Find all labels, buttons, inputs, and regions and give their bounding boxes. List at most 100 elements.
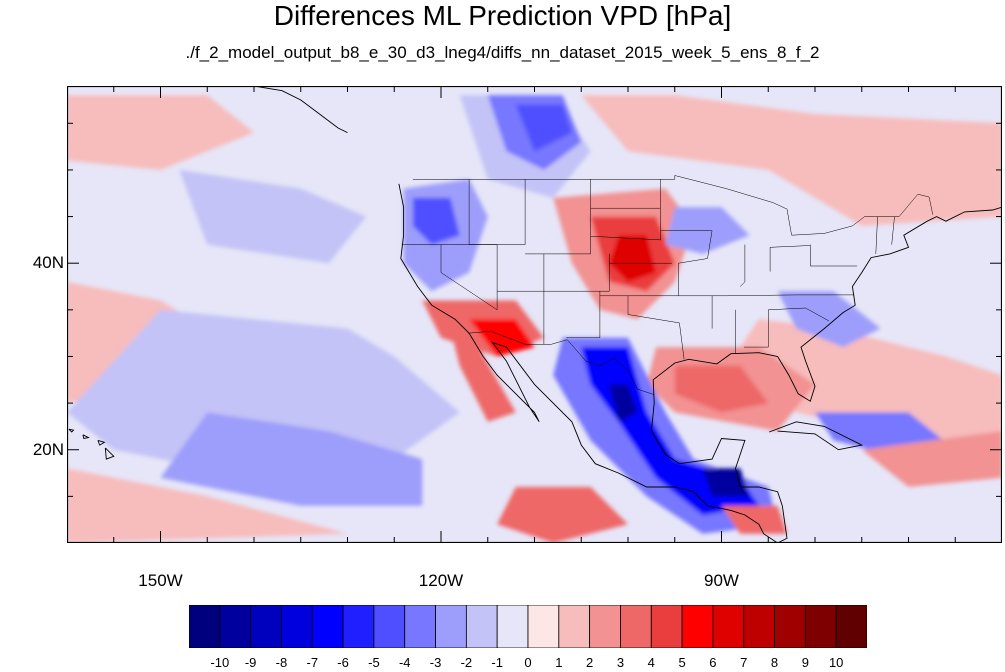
colorbar-swatch: [311, 604, 344, 649]
colorbar-tick-label: 6: [709, 655, 717, 670]
vpd-field-region: [581, 95, 1002, 226]
political-boundary: [810, 244, 858, 267]
lon-label: 120W: [418, 571, 464, 590]
coastline-fragment: [104, 447, 115, 460]
political-boundary: [678, 294, 855, 297]
coastline: [398, 183, 1002, 543]
colorbar-tick-label: 7: [740, 655, 748, 670]
vpd-field-region: [674, 365, 769, 413]
lat-label: 40N: [32, 253, 64, 273]
colorbar-tick-label: 3: [616, 655, 625, 670]
vpd-field-region: [450, 328, 516, 422]
colorbar-tick-label: 9: [801, 655, 809, 670]
colorbar-tick-label: 2: [586, 655, 594, 670]
vpd-field-region: [412, 197, 460, 245]
vpd-field-region: [67, 468, 348, 543]
colorbar-tick-label: -5: [368, 655, 380, 670]
colorbar-tick-label: -3: [429, 655, 442, 670]
colorbar-tick-label: -8: [275, 655, 288, 670]
state-boundaries-layer: [401, 175, 934, 395]
colorbar-swatch: [712, 604, 745, 649]
colorbar-tick-label: -6: [337, 655, 349, 670]
vpd-field-region: [861, 431, 1002, 487]
colorbar-swatch: [373, 604, 406, 649]
coastline-fragment: [253, 86, 348, 134]
political-boundary: [740, 244, 746, 287]
colorbar-swatch: [219, 604, 252, 649]
political-boundary: [412, 175, 934, 236]
coastline-fragment: [68, 428, 75, 433]
colorbar-swatch: [281, 604, 313, 649]
colorbar-tick-label: -2: [460, 655, 473, 670]
colorbar-tick-label: -1: [491, 655, 503, 670]
colorbar-swatch: [435, 604, 467, 649]
coastline-layer: [68, 86, 1002, 543]
vpd-field-region: [67, 309, 460, 478]
lon-label: 90W: [704, 571, 739, 590]
colorbar-tick-label: 10: [828, 655, 844, 670]
colorbar-swatch: [681, 604, 714, 649]
political-boundary: [497, 253, 610, 292]
colorbar-swatch: [589, 604, 621, 649]
vpd-field-region: [609, 235, 656, 282]
colorbar-tick-label: 1: [555, 655, 563, 670]
colorbar-tick-label: -9: [244, 655, 257, 670]
colorbar-swatch: [465, 604, 498, 649]
vpd-field-region: [469, 319, 535, 357]
political-boundary: [660, 230, 713, 296]
vpd-difference-map: [67, 86, 1002, 543]
colorbar-swatch: [650, 604, 683, 649]
colorbar-swatch: [835, 604, 868, 649]
colorbar-tick-label: 5: [678, 655, 686, 670]
colorbar-swatch: [620, 604, 652, 649]
colorbar-swatch: [188, 604, 221, 649]
frame-ticks: [67, 86, 1002, 543]
colorbar-swatch: [496, 604, 529, 649]
political-boundary: [627, 295, 685, 360]
political-boundary: [891, 216, 895, 245]
coastline-fragment: [97, 439, 106, 446]
vpd-field-region: [497, 487, 628, 543]
vpd-field-region: [515, 104, 572, 152]
political-boundary: [401, 244, 498, 311]
colorbar-swatch: [743, 604, 775, 649]
colorbar-swatch: [558, 604, 591, 649]
lat-label: 20N: [32, 439, 64, 459]
vpd-field-region: [609, 384, 638, 422]
lon-label: 150W: [138, 571, 183, 590]
map-title: Differences ML Prediction VPD [hPa]: [273, 0, 732, 31]
colorbar-tick-label: 4: [647, 655, 655, 670]
colorbar-tick-labels: -10 -9 -8 -7 -6 -5 -4 -3 -2 -1 0 1 2 3 4 5 6 7 8 9 10: [189, 655, 867, 671]
map-subtitle: ./f_2_model_output_b8_e_30_d3_lneg4/diff…: [185, 43, 820, 62]
map-panel: [67, 86, 1002, 543]
colorbar-tick-label: -4: [398, 655, 411, 670]
colorbar-swatch: [527, 604, 560, 649]
political-boundary: [566, 291, 601, 339]
vpd-field-layer: [67, 95, 1002, 543]
colorbar-swatch: [342, 604, 375, 649]
vpd-field-region: [179, 169, 367, 264]
colorbar-tick-label: 8: [770, 655, 779, 670]
vpd-field-region: [67, 95, 254, 170]
colorbar-swatch: [774, 604, 806, 649]
political-boundary: [525, 179, 591, 255]
colorbar-swatch: [250, 604, 282, 649]
colorbar: [188, 604, 868, 649]
political-boundary: [770, 245, 811, 248]
vpd-field-region: [777, 291, 881, 348]
colorbar-swatch: [404, 604, 436, 649]
coastline-fragment: [82, 434, 90, 440]
vpd-field-region: [702, 468, 750, 497]
political-boundary: [743, 309, 769, 348]
coastline-fragment: [769, 421, 864, 451]
political-boundary: [468, 331, 655, 395]
colorbar-tick-label: -10: [210, 655, 230, 670]
colorbar-swatch: [804, 604, 837, 649]
political-boundary: [875, 216, 878, 254]
vpd-field-region: [721, 319, 1002, 450]
colorbar-tick-label: -7: [306, 655, 319, 670]
vpd-field-region: [160, 412, 423, 506]
colorbar-tick-label: 0: [524, 655, 532, 670]
political-boundary: [590, 179, 661, 241]
political-boundary: [768, 307, 830, 322]
